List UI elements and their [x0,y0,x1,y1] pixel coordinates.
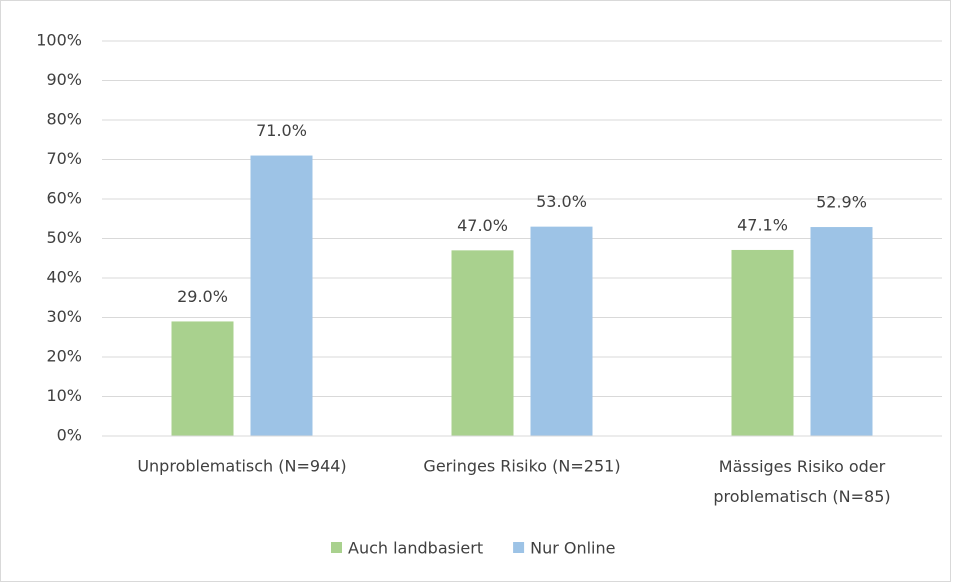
x-tick-label-line: problematisch (N=85) [713,487,890,506]
x-tick-label: Unproblematisch (N=944) [137,457,346,476]
legend-swatch [513,542,525,553]
y-tick-label: 40% [46,268,82,287]
value-label: 47.1% [737,215,788,234]
value-label: 47.0% [457,216,508,235]
y-tick-label: 10% [46,386,82,405]
legend-swatch [331,542,342,553]
bar [451,250,514,436]
y-tick-label: 20% [46,347,82,366]
y-tick-label: 80% [46,110,82,129]
legend-label: Nur Online [530,539,615,558]
y-tick-label: 100% [36,31,82,50]
y-tick-label: 70% [46,149,82,168]
y-tick-label: 90% [46,70,82,89]
y-tick-label: 0% [57,426,82,445]
y-tick-label: 60% [46,189,82,208]
x-tick-label: Mässiges Risiko oder problematisch (N=85) [713,457,890,506]
x-tick-label-line: Mässiges Risiko oder [719,457,886,476]
bar [810,227,873,436]
legend-label: Auch landbasiert [348,539,483,558]
bar [731,249,794,436]
value-label: 29.0% [177,287,228,306]
value-label: 71.0% [256,121,307,140]
value-label: 52.9% [816,193,867,212]
value-label: 53.0% [536,192,587,211]
bar [530,226,593,436]
x-tick-label: Geringes Risiko (N=251) [423,457,620,476]
bar [250,155,313,437]
bar [171,321,234,436]
y-tick-label: 50% [46,228,82,247]
y-tick-label: 30% [46,307,82,326]
